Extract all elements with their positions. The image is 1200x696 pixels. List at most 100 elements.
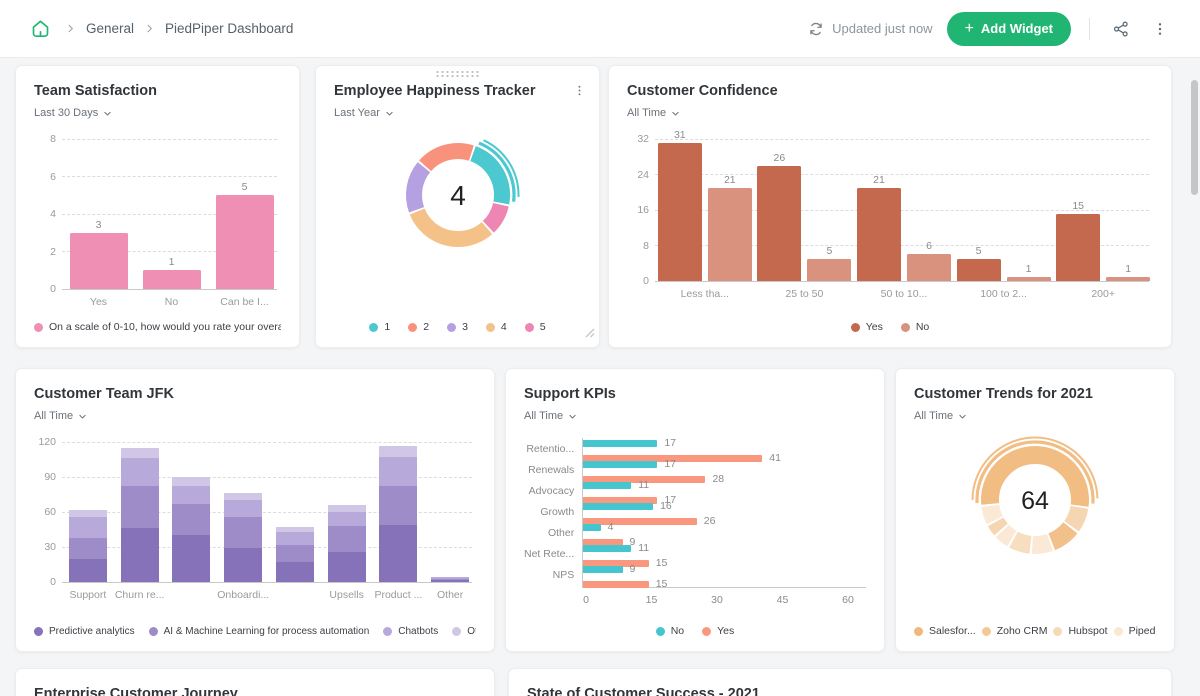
bar-segment[interactable] (172, 503, 211, 536)
legend-item[interactable]: Zoho CRM (981, 625, 1047, 637)
donut-segment[interactable] (395, 133, 519, 257)
bar-segment[interactable] (327, 551, 366, 582)
bar-segment[interactable] (120, 447, 159, 459)
time-filter-dropdown[interactable]: All Time (524, 410, 577, 422)
bar[interactable] (1006, 276, 1051, 281)
support-kpis-chart[interactable]: Retentio... Renewals Advocacy Growth Other Ne… (524, 422, 866, 608)
bar-segment[interactable] (327, 526, 366, 552)
bar-segment[interactable] (224, 493, 263, 501)
bar-segment[interactable] (379, 445, 418, 458)
bar[interactable] (142, 270, 201, 289)
team-satisfaction-chart[interactable]: 0 2 4 6 8 3 1 5 Yes No Can be I... (34, 119, 281, 308)
bar-segment[interactable] (275, 531, 314, 545)
bar[interactable] (1056, 214, 1101, 281)
bar-segment[interactable] (275, 562, 314, 582)
donut-chart[interactable]: 4 (392, 129, 524, 261)
bar-segment[interactable] (275, 527, 314, 532)
scrollbar-thumb[interactable] (1191, 80, 1198, 195)
legend-item[interactable]: 5 (524, 321, 546, 333)
time-filter-dropdown[interactable]: All Time (914, 410, 967, 422)
legend-item[interactable]: AI & Machine Learning for process automa… (148, 626, 369, 637)
bar[interactable] (583, 496, 658, 504)
bar-segment[interactable] (68, 509, 107, 517)
bar-segment[interactable] (120, 486, 159, 529)
time-filter-dropdown[interactable]: Last Year (334, 107, 394, 119)
bar-segment[interactable] (68, 516, 107, 538)
bar-segment[interactable] (68, 537, 107, 559)
stacked-bar[interactable] (68, 509, 107, 582)
home-icon[interactable] (26, 14, 55, 43)
legend-item[interactable]: 3 (447, 321, 468, 333)
stacked-bar[interactable] (224, 493, 263, 582)
bar-segment[interactable] (172, 477, 211, 487)
bar[interactable] (583, 481, 632, 489)
donut-segment[interactable] (395, 133, 519, 257)
stacked-bar[interactable] (431, 577, 470, 582)
legend-item[interactable]: Yes (850, 321, 883, 333)
bar[interactable] (583, 517, 697, 525)
bar[interactable] (807, 258, 852, 281)
time-filter-dropdown[interactable]: All Time (627, 107, 680, 119)
bar[interactable] (757, 165, 802, 281)
legend-item[interactable]: Chatbots (383, 626, 438, 637)
stacked-bar[interactable] (379, 445, 418, 582)
donut-segment[interactable] (981, 446, 1089, 554)
bar[interactable] (856, 187, 901, 281)
donut-segment[interactable] (981, 446, 1089, 554)
bar[interactable] (906, 254, 951, 281)
donut-segment[interactable] (972, 437, 1098, 563)
bar[interactable] (583, 439, 658, 447)
bar-segment[interactable] (120, 458, 159, 487)
donut-segment[interactable] (972, 437, 1099, 564)
bar[interactable] (657, 143, 702, 281)
donut-chart[interactable]: 64 (967, 432, 1103, 568)
bar-segment[interactable] (379, 524, 418, 582)
legend-item[interactable]: 4 (485, 321, 507, 333)
bar-segment[interactable] (431, 578, 470, 580)
bar[interactable] (583, 460, 658, 468)
stacked-bar[interactable] (327, 505, 366, 582)
bar[interactable] (583, 502, 654, 510)
bar-segment[interactable] (327, 512, 366, 527)
customer-confidence-chart[interactable]: 0 8 16 24 32 31 21 26 5 21 6 5 1 15 1 Less tha... 25 to … (627, 119, 1153, 300)
bar-segment[interactable] (224, 500, 263, 517)
donut-segment[interactable] (401, 139, 513, 251)
bar-segment[interactable] (327, 505, 366, 513)
bar[interactable] (583, 454, 763, 462)
bar[interactable] (707, 187, 752, 281)
customer-trends-donut[interactable]: 64 (914, 432, 1156, 568)
stacked-bar[interactable] (275, 527, 314, 582)
bar-segment[interactable] (275, 544, 314, 563)
bar-segment[interactable] (224, 548, 263, 582)
time-filter-dropdown[interactable]: Last 30 Days (34, 107, 112, 119)
bar-segment[interactable] (379, 457, 418, 487)
bar[interactable] (583, 544, 632, 552)
bar[interactable] (583, 559, 649, 567)
donut-segment[interactable] (405, 142, 510, 247)
bar[interactable] (1106, 276, 1151, 281)
refresh-icon[interactable] (808, 21, 824, 37)
bar[interactable] (583, 538, 623, 546)
stacked-bar[interactable] (120, 447, 159, 582)
drag-handle-icon[interactable] (434, 70, 481, 78)
breadcrumb-dashboard[interactable]: PiedPiper Dashboard (165, 21, 294, 36)
stacked-bar[interactable] (172, 477, 211, 582)
bar-segment[interactable] (431, 577, 470, 579)
legend-item[interactable]: 2 (408, 321, 429, 333)
legend-item[interactable]: Hubspot (1053, 625, 1108, 637)
legend-item[interactable]: No (900, 321, 929, 333)
bar[interactable] (69, 232, 128, 289)
donut-segment[interactable] (401, 139, 514, 252)
legend-item[interactable]: On a scale of 0-10, how would you rate y… (34, 321, 281, 333)
legend-item[interactable]: No (655, 625, 684, 637)
bar[interactable] (583, 565, 623, 573)
bar-segment[interactable] (68, 558, 107, 582)
card-menu-kebab-icon[interactable] (570, 80, 589, 104)
legend-item[interactable]: Yes (702, 625, 734, 637)
time-filter-dropdown[interactable]: All Time (34, 410, 87, 422)
scrollbar-track[interactable] (1188, 58, 1200, 696)
bar[interactable] (956, 258, 1001, 281)
bar-segment[interactable] (120, 528, 159, 582)
employee-happiness-donut[interactable]: 4 (334, 129, 581, 261)
share-icon[interactable] (1108, 16, 1134, 42)
